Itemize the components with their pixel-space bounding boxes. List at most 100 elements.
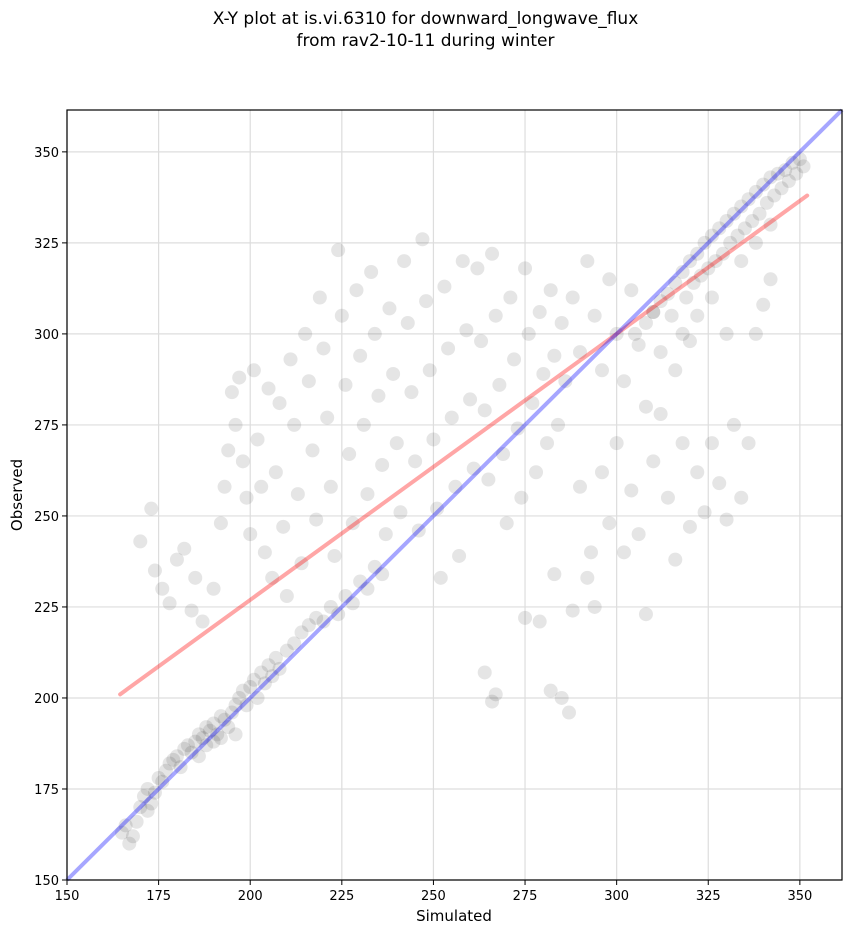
scatter-point <box>206 716 221 731</box>
y-tick-label: 200 <box>34 692 59 707</box>
scatter-point <box>338 589 353 604</box>
scatter-point <box>261 658 276 673</box>
scatter-point <box>254 479 269 494</box>
x-tick-label: 350 <box>787 889 812 904</box>
scatter-point <box>653 345 668 360</box>
y-tick-label: 325 <box>34 237 59 252</box>
scatter-point <box>287 417 302 432</box>
x-tick-label: 275 <box>513 889 538 904</box>
y-axis-label: Observed <box>8 459 26 531</box>
scatter-point <box>583 545 598 560</box>
scatter-point <box>382 301 397 316</box>
scatter-point <box>188 570 203 585</box>
scatter-point <box>452 548 467 563</box>
scatter-point <box>206 581 221 596</box>
scatter-point <box>616 374 631 389</box>
scatter-point <box>184 603 199 618</box>
scatter-point <box>485 694 500 709</box>
scatter-point <box>257 545 272 560</box>
scatter-point <box>455 254 470 269</box>
x-tick-label: 250 <box>421 889 446 904</box>
scatter-point <box>521 326 536 341</box>
scatter-point <box>638 315 653 330</box>
scatter-point <box>477 665 492 680</box>
scatter-point <box>752 206 767 221</box>
chart-title-line2: from rav2-10-11 during winter <box>296 31 555 51</box>
scatter-point <box>151 771 166 786</box>
scatter-point <box>602 516 617 531</box>
scatter-point <box>697 505 712 520</box>
scatter-point <box>704 436 719 451</box>
scatter-point <box>309 610 324 625</box>
scatter-point <box>444 410 459 425</box>
scatter-point <box>268 650 283 665</box>
scatter-point <box>364 265 379 280</box>
scatter-point <box>415 232 430 247</box>
scatter-point <box>228 727 243 742</box>
scatter-point <box>770 166 785 181</box>
scatter-point <box>235 683 250 698</box>
scatter-point <box>748 235 763 250</box>
scatter-point <box>356 417 371 432</box>
scatter-point <box>147 563 162 578</box>
scatter-point <box>279 643 294 658</box>
scatter-point <box>532 614 547 629</box>
scatter-point <box>378 527 393 542</box>
scatter-point <box>704 290 719 305</box>
scatter-point <box>144 796 159 811</box>
scatter-point <box>682 254 697 269</box>
scatter-point <box>191 727 206 742</box>
scatter-point <box>741 192 756 207</box>
scatter-point <box>554 690 569 705</box>
scatter-point <box>162 756 177 771</box>
scatter-point <box>261 381 276 396</box>
scatter-point <box>682 334 697 349</box>
scatter-point <box>272 396 287 411</box>
regression-line <box>118 193 810 697</box>
scatter-point <box>778 163 793 178</box>
scatter-point <box>646 305 661 320</box>
scatter-point <box>748 326 763 341</box>
scatter-point <box>474 334 489 349</box>
scatter-point <box>316 341 331 356</box>
scatter-point <box>543 683 558 698</box>
x-tick-label: 150 <box>55 889 80 904</box>
scatter-point <box>485 246 500 261</box>
scatter-point <box>737 221 752 236</box>
scatter-point <box>518 261 533 276</box>
scatter-point <box>719 326 734 341</box>
scatter-point <box>331 607 346 622</box>
scatter-point <box>529 465 544 480</box>
scatter-point <box>712 221 727 236</box>
scatter-point <box>195 614 210 629</box>
scatter-point <box>668 275 683 290</box>
scatter-point <box>243 527 258 542</box>
x-tick-label: 225 <box>329 889 354 904</box>
scatter-point <box>136 789 151 804</box>
scatter-point <box>638 399 653 414</box>
scatter-point <box>430 501 445 516</box>
scatter-point <box>686 275 701 290</box>
scatter-point <box>796 159 811 174</box>
scatter-point <box>276 519 291 534</box>
scatter-point <box>294 556 309 571</box>
scatter-point <box>723 235 738 250</box>
scatter-point <box>459 323 474 338</box>
scatter-point <box>411 523 426 538</box>
scatter-point <box>246 672 261 687</box>
scatter-point <box>419 294 434 309</box>
scatter-point <box>562 705 577 720</box>
scatter-point <box>169 552 184 567</box>
scatter-point <box>235 454 250 469</box>
scatter-point <box>763 272 778 287</box>
scatter-point <box>668 363 683 378</box>
scatter-point <box>155 581 170 596</box>
scatter-point <box>191 749 206 764</box>
scatter-point <box>631 337 646 352</box>
scatter-point <box>774 181 789 196</box>
scatter-point <box>166 752 181 767</box>
scatter-point <box>496 447 511 462</box>
scatter-point <box>785 155 800 170</box>
scatter-point <box>386 366 401 381</box>
scatter-point <box>243 680 258 695</box>
